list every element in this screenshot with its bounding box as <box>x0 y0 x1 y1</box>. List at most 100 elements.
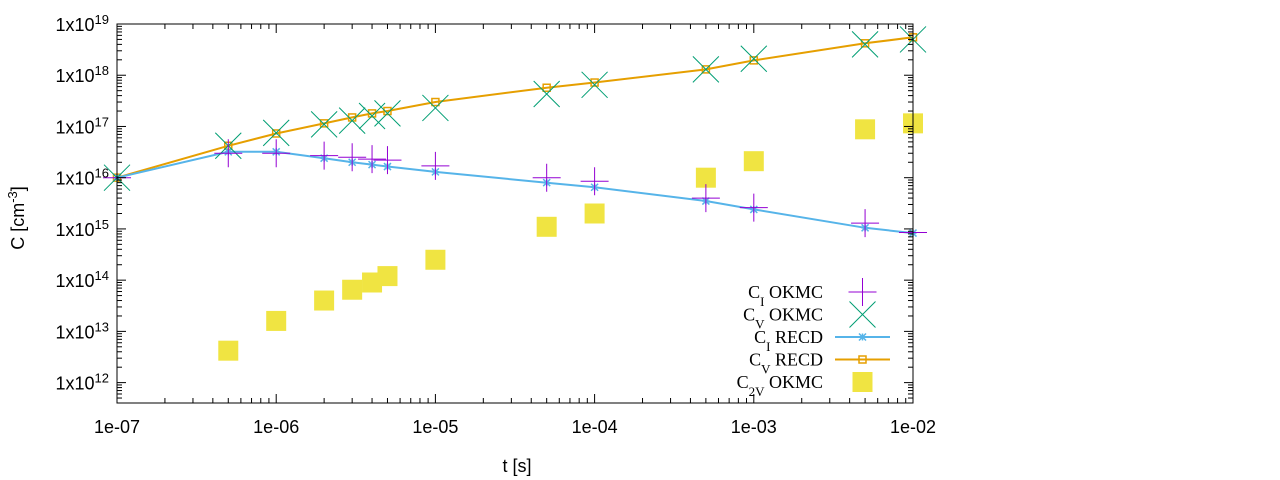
data-point <box>743 151 764 172</box>
x-tick-label: 1e-06 <box>253 417 299 437</box>
data-point <box>262 139 291 168</box>
y-tick-label: 1x1012 <box>55 370 109 394</box>
data-point <box>533 80 561 108</box>
y-tick-exponent: 18 <box>95 63 109 78</box>
data-point <box>218 340 239 361</box>
legend-entry: C2V OKMC <box>737 372 873 399</box>
legend-label: CV OKMC <box>743 305 823 332</box>
data-point <box>338 107 366 134</box>
data-point <box>373 146 402 175</box>
data-point <box>851 209 880 238</box>
y-tick-mantissa: 1x10 <box>55 66 94 86</box>
data-point <box>581 71 608 99</box>
data-point <box>367 109 377 118</box>
x-tick-label: 1e-05 <box>412 417 458 437</box>
y-tick-label: 1x1013 <box>55 319 109 343</box>
legend-entry: CI RECD <box>754 327 890 354</box>
series-ci-okmc <box>103 139 927 247</box>
data-point <box>739 193 768 222</box>
x-tick-label: 1e-04 <box>572 417 618 437</box>
tick-layer: 1e-07 1e-06 1e-05 1e-04 1e-03 1e-021x10121x10… <box>55 12 936 438</box>
legend-marker <box>852 372 873 392</box>
data-point <box>695 167 716 188</box>
series-cv-recd <box>112 33 918 182</box>
data-point <box>532 163 561 192</box>
y-axis-title: C [cm-3] <box>5 186 29 250</box>
x-tick-label: 1e-03 <box>731 417 777 437</box>
data-point <box>542 83 551 92</box>
y-tick-mantissa: 1x10 <box>55 220 94 240</box>
y-tick-mantissa: 1x10 <box>55 169 94 189</box>
data-point <box>851 31 879 58</box>
legend-marker <box>849 301 876 328</box>
data-point <box>691 184 720 213</box>
data-point <box>338 143 367 172</box>
series-line <box>116 150 914 235</box>
legend-marker <box>848 278 877 306</box>
legend-entry: CV RECD <box>749 350 890 377</box>
data-point <box>271 129 281 138</box>
series-ci-recd <box>112 147 918 238</box>
data-point <box>584 203 605 224</box>
y-tick-label: 1x1017 <box>55 114 109 138</box>
data-point <box>310 141 339 170</box>
y-tick-exponent: 12 <box>95 370 109 385</box>
data-point <box>431 97 440 107</box>
y-tick-exponent: 17 <box>95 114 109 129</box>
data-point <box>262 119 290 147</box>
y-tick-mantissa: 1x10 <box>55 117 94 137</box>
series-line <box>116 36 914 179</box>
data-point <box>342 279 363 300</box>
data-point <box>740 45 768 73</box>
data-point <box>421 151 450 180</box>
legend-label: CI OKMC <box>748 282 823 309</box>
y-tick-label: 1x1015 <box>55 216 109 240</box>
y-tick-label: 1x1016 <box>55 165 109 189</box>
x-axis-title: t [s] <box>502 456 531 476</box>
data-point <box>377 266 398 287</box>
data-point <box>362 272 383 293</box>
data-point <box>374 100 401 127</box>
legend-label: C2V OKMC <box>737 372 823 399</box>
data-point <box>358 145 387 174</box>
data-point <box>422 94 449 122</box>
data-point <box>692 56 720 83</box>
x-tick-label: 1e-02 <box>890 417 936 437</box>
legend-label: CV RECD <box>749 350 823 377</box>
y-tick-mantissa: 1x10 <box>55 15 94 35</box>
legend-marker <box>858 355 867 364</box>
series-c2v-okmc <box>218 113 923 361</box>
data-point <box>855 119 876 140</box>
data-point <box>580 167 609 196</box>
y-tick-mantissa: 1x10 <box>55 322 94 342</box>
data-point <box>536 216 557 237</box>
y-tick-mantissa: 1x10 <box>55 271 94 291</box>
y-tick-exponent: 15 <box>95 216 109 231</box>
y-tick-exponent: 14 <box>95 268 109 283</box>
data-point <box>425 249 446 270</box>
y-tick-exponent: 13 <box>95 319 109 334</box>
y-tick-label: 1x1018 <box>55 63 109 87</box>
data-point <box>214 139 243 168</box>
data-point <box>319 119 329 128</box>
data-point <box>860 39 870 48</box>
data-point <box>266 310 287 331</box>
legend-marker <box>858 332 867 342</box>
series-cv-okmc <box>103 26 927 192</box>
data-point <box>590 78 599 87</box>
x-tick-label: 1e-07 <box>94 417 140 437</box>
legend-label: CI RECD <box>754 327 823 354</box>
y-tick-label: 1x1019 <box>55 12 109 36</box>
series-layer <box>103 26 927 361</box>
y-tick-exponent: 19 <box>95 12 109 27</box>
data-point <box>701 65 711 74</box>
y-tick-exponent: 16 <box>95 165 109 180</box>
y-tick-mantissa: 1x10 <box>55 374 94 394</box>
legend-entry: CV OKMC <box>743 301 876 332</box>
data-point <box>358 102 386 130</box>
legend-entry: CI OKMC <box>748 278 877 309</box>
data-point <box>749 56 759 65</box>
data-point <box>310 110 338 138</box>
